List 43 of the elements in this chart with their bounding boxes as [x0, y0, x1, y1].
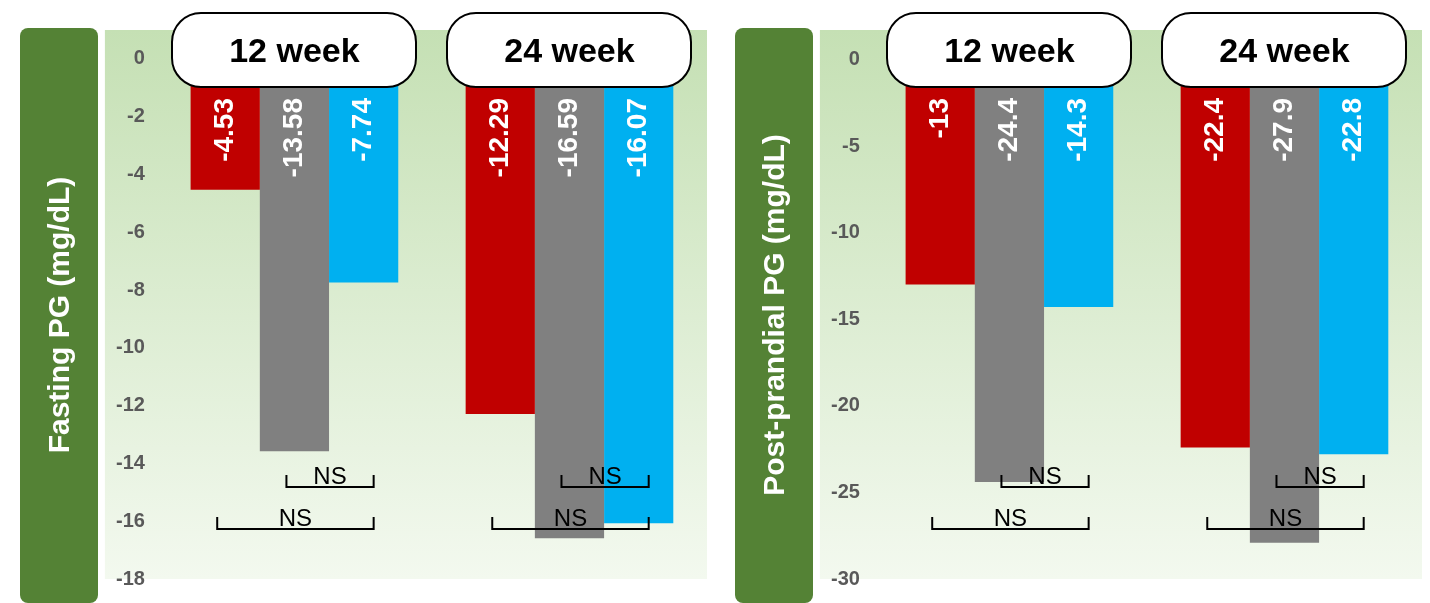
y-tick-label: -15 [831, 306, 860, 329]
x-tick-label: 24 week [1219, 30, 1350, 70]
data-label: -14.3 [1061, 98, 1093, 162]
y-tick-label: -10 [116, 335, 145, 358]
data-label: -16.07 [621, 98, 653, 178]
y-tick-label: -18 [116, 566, 145, 589]
data-label: -22.4 [1197, 97, 1229, 162]
annotation: NS [1028, 461, 1062, 489]
y-tick-label: -25 [831, 479, 860, 502]
data-label: -27.9 [1267, 98, 1299, 162]
y-axis-title: Post-prandial PG (mg/dL) [757, 134, 791, 496]
x-tick-label: 24 week [504, 30, 635, 70]
y-tick-label: -30 [831, 566, 860, 589]
y-tick-label: -10 [831, 220, 860, 243]
y-tick-label: -4 [127, 161, 146, 184]
y-tick-label: 0 [133, 46, 145, 69]
x-tick-label: 12 week [944, 30, 1075, 70]
annotation: NS [1303, 461, 1337, 489]
annotation: NS [993, 503, 1028, 531]
y-tick-label: 0 [848, 46, 860, 69]
y-tick-label: -5 [842, 133, 860, 156]
annotation: NS [313, 461, 347, 489]
y-tick-label: -16 [116, 508, 145, 531]
y-tick-label: -14 [116, 450, 146, 473]
y-tick-label: -20 [831, 393, 860, 416]
y-tick-label: -2 [127, 104, 145, 127]
x-tick-label: 12 week [229, 30, 360, 70]
data-label: -22.8 [1336, 98, 1368, 162]
annotation: NS [553, 503, 588, 531]
y-tick-label: -8 [127, 277, 145, 300]
y-tick-label: -6 [127, 219, 145, 242]
y-tick-label: -12 [116, 393, 145, 416]
data-label: -4.53 [207, 98, 239, 162]
data-label: -7.74 [346, 97, 378, 162]
data-label: -13.58 [277, 98, 309, 178]
data-label: -12.29 [482, 98, 514, 178]
annotation: NS [278, 503, 313, 531]
data-label: -24.4 [992, 97, 1024, 162]
annotation: NS [1268, 503, 1303, 531]
annotation: NS [588, 461, 622, 489]
data-label: -13 [922, 98, 954, 139]
y-axis-title: Fasting PG (mg/dL) [42, 176, 76, 454]
data-label: -16.59 [552, 98, 584, 178]
